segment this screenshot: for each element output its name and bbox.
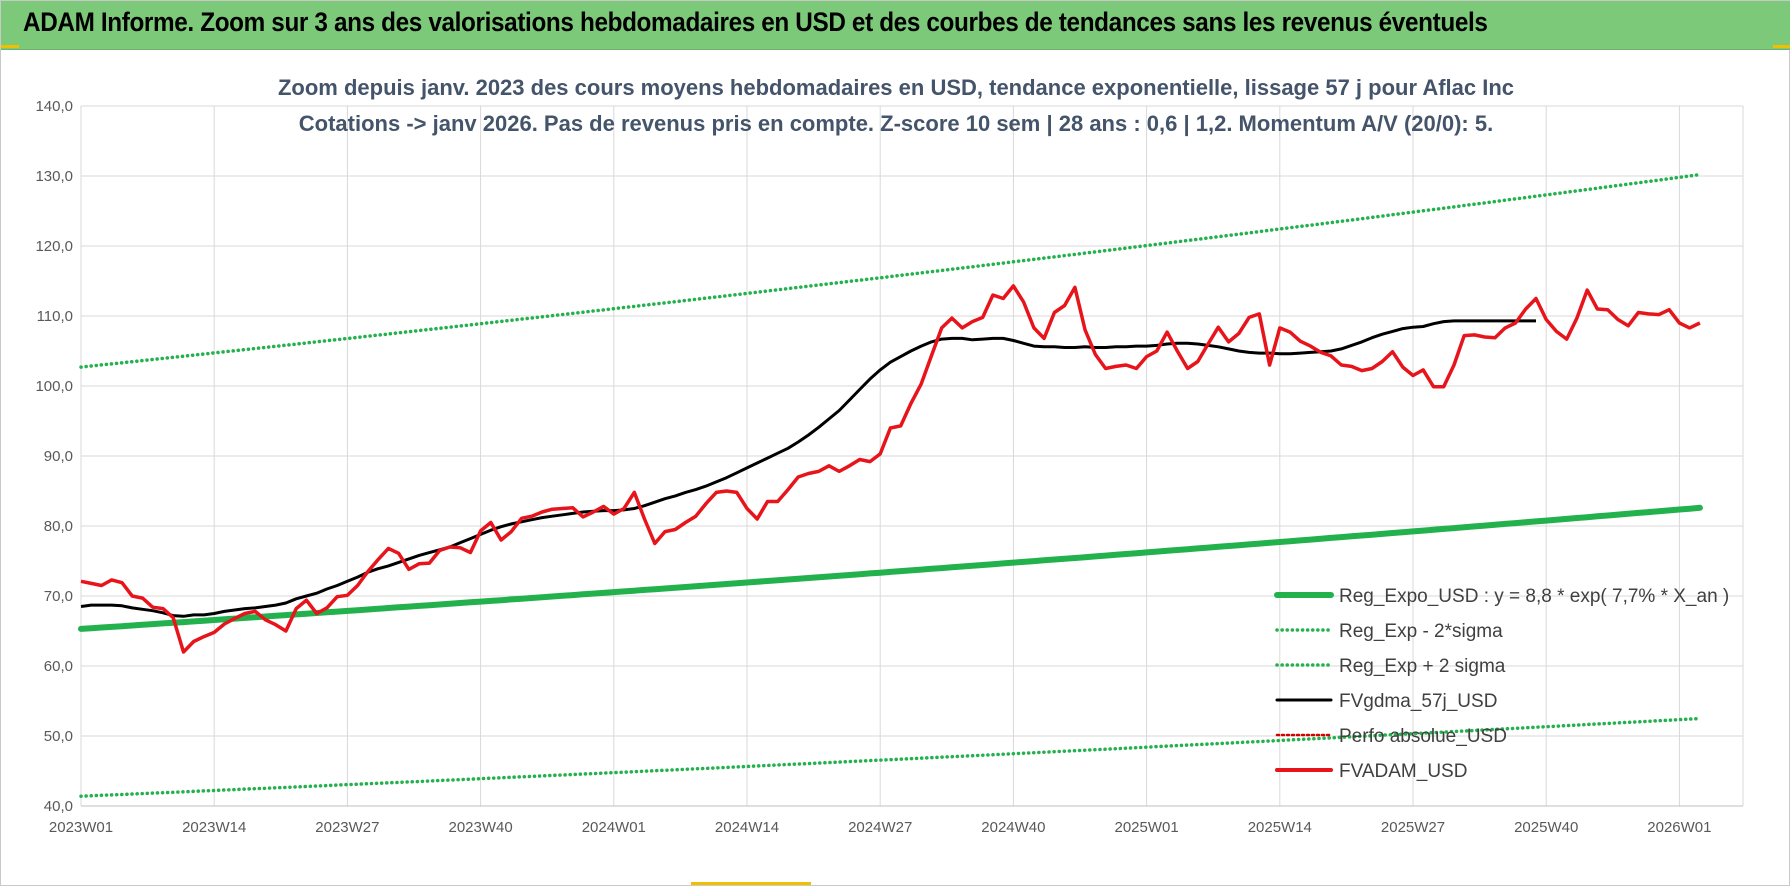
legend-label: Reg_Exp + 2 sigma (1339, 656, 1506, 677)
legend-label: Reg_Exp - 2*sigma (1339, 621, 1503, 642)
legend: Reg_Expo_USD : y = 8,8 * exp( 7,7% * X_a… (1274, 586, 1729, 782)
x-tick-label: 2024W14 (715, 819, 779, 836)
x-tick-label: 2023W40 (448, 819, 512, 836)
y-tick-label: 120,0 (35, 238, 73, 255)
x-tick-label: 2025W14 (1248, 819, 1312, 836)
x-tick-label: 2025W40 (1514, 819, 1578, 836)
x-tick-label: 2024W01 (582, 819, 646, 836)
y-tick-label: 40,0 (44, 798, 73, 815)
axes: 40,0 50,0 60,0 70,0 80,0 90,0 100,0 110,0 120,0 1… (35, 98, 1743, 836)
report-title: ADAM Informe. Zoom sur 3 ans des valoris… (23, 7, 1488, 37)
x-tick-label: 2023W27 (315, 819, 379, 836)
x-tick-label: 2024W40 (981, 819, 1045, 836)
series-fvgdma-57j (80, 319, 1536, 618)
chart-title-block: Zoom depuis janv. 2023 des cours moyens … (278, 75, 1514, 136)
series-reg-plus-2sigma (79, 172, 1702, 369)
y-tick-label: 140,0 (35, 98, 73, 115)
legend-label: Reg_Expo_USD : y = 8,8 * exp( 7,7% * X_a… (1339, 586, 1729, 607)
x-tick-label: 2025W01 (1114, 819, 1178, 836)
y-tick-label: 100,0 (35, 378, 73, 395)
x-tick-label: 2024W27 (848, 819, 912, 836)
bottom-accent (691, 882, 811, 885)
legend-label: Perfo absolue_USD (1339, 726, 1507, 747)
x-tick-label: 2023W14 (182, 819, 246, 836)
y-tick-label: 70,0 (44, 588, 73, 605)
report-banner: ADAM Informe. Zoom sur 3 ans des valoris… (1, 1, 1790, 50)
legend-label: FVgdma_57j_USD (1339, 691, 1497, 712)
y-tick-label: 60,0 (44, 658, 73, 675)
series-reg-expo (78, 504, 1703, 632)
series-lines (78, 172, 1703, 798)
x-tick-label: 2025W27 (1381, 819, 1445, 836)
x-tick-label: 2023W01 (49, 819, 113, 836)
y-tick-label: 50,0 (44, 728, 73, 745)
y-tick-label: 130,0 (35, 168, 73, 185)
series-fvadam (80, 284, 1701, 654)
banner-accent-right (1773, 45, 1790, 48)
y-tick-label: 80,0 (44, 518, 73, 535)
y-tick-label: 110,0 (37, 308, 73, 325)
banner-accent-left (1, 45, 19, 48)
y-tick-label: 90,0 (44, 448, 73, 465)
chart-title-line-2: Cotations -> janv 2026. Pas de revenus p… (299, 111, 1493, 136)
chart-title-line-1: Zoom depuis janv. 2023 des cours moyens … (278, 75, 1514, 100)
series-reg-minus-2sigma (79, 716, 1702, 798)
x-tick-label: 2026W01 (1647, 819, 1711, 836)
legend-label: FVADAM_USD (1339, 761, 1467, 782)
